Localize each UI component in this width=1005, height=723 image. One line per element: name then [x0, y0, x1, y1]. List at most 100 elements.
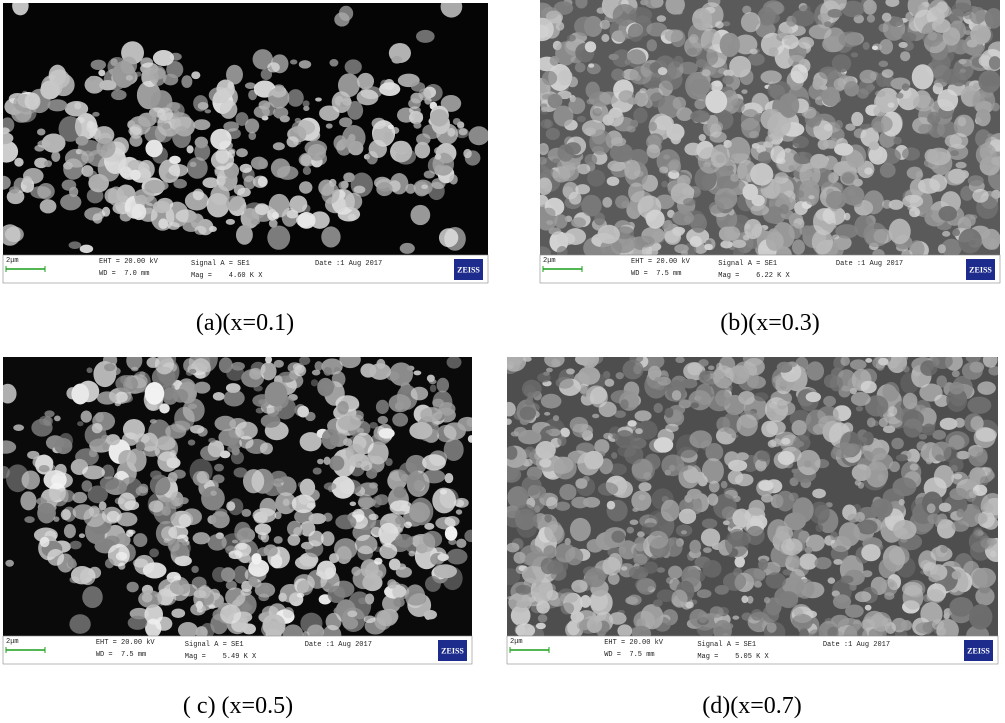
- particle: [53, 516, 59, 522]
- particle: [624, 160, 640, 180]
- particle: [515, 504, 537, 530]
- particle: [47, 99, 67, 111]
- particle: [879, 418, 888, 427]
- particle: [741, 595, 748, 603]
- particle: [727, 137, 751, 164]
- particle: [277, 166, 299, 180]
- particle: [882, 13, 892, 22]
- particle: [323, 367, 332, 376]
- particle: [224, 390, 245, 407]
- particle: [587, 539, 604, 553]
- particle: [832, 234, 839, 239]
- particle: [750, 163, 773, 186]
- particle: [795, 579, 814, 599]
- particle: [214, 464, 224, 472]
- particle: [189, 369, 196, 374]
- particle: [928, 574, 940, 582]
- particle: [630, 520, 639, 525]
- particle: [916, 171, 923, 179]
- particle: [126, 530, 133, 537]
- particle: [536, 623, 546, 629]
- particle: [903, 418, 922, 437]
- particle: [188, 439, 196, 445]
- particle: [225, 587, 245, 606]
- particle: [262, 614, 285, 637]
- particle: [44, 410, 54, 417]
- particle: [940, 418, 958, 430]
- particle: [659, 166, 668, 173]
- particle: [379, 428, 395, 439]
- particle: [720, 33, 740, 57]
- particle: [778, 591, 798, 608]
- date-label: Date :1 Aug 2017: [315, 260, 382, 268]
- particle: [720, 240, 732, 248]
- particle: [571, 580, 587, 593]
- particle: [832, 442, 856, 458]
- particle: [210, 129, 231, 150]
- particle: [231, 196, 245, 206]
- particle: [778, 451, 795, 465]
- date-label: Date :1 Aug 2017: [836, 260, 903, 268]
- particle: [647, 39, 657, 51]
- particle: [395, 516, 404, 524]
- particle: [115, 401, 121, 406]
- particle: [42, 489, 62, 502]
- particle: [226, 219, 235, 225]
- particle: [135, 72, 141, 77]
- particle: [968, 446, 988, 466]
- particle: [389, 362, 413, 386]
- particle: [172, 126, 191, 148]
- particle: [830, 531, 838, 540]
- particle: [326, 123, 333, 128]
- particle: [767, 411, 775, 418]
- particle: [405, 591, 426, 605]
- particle: [552, 158, 560, 163]
- particle: [559, 484, 576, 500]
- particle: [603, 433, 613, 440]
- particle: [574, 17, 595, 37]
- particle: [263, 480, 283, 496]
- particle: [989, 56, 1001, 70]
- particle: [949, 488, 967, 500]
- particle: [571, 217, 586, 228]
- particle: [587, 99, 595, 105]
- eht-label: EHT = 20.00 kV: [631, 258, 691, 266]
- particle: [810, 154, 828, 169]
- particle: [82, 586, 102, 608]
- particle: [775, 172, 789, 184]
- particle: [742, 184, 758, 200]
- particle: [636, 236, 655, 248]
- particle: [508, 593, 532, 613]
- particle: [150, 475, 171, 496]
- particle: [55, 464, 67, 477]
- particle: [900, 51, 910, 61]
- particle: [839, 522, 861, 546]
- particle: [901, 620, 912, 631]
- particle: [707, 493, 718, 505]
- particle: [393, 486, 406, 498]
- particle: [584, 127, 596, 135]
- particle: [420, 407, 442, 422]
- particle: [111, 90, 127, 100]
- particle: [305, 140, 328, 156]
- particle: [661, 181, 668, 188]
- wd-label: WD = 7.5 mm: [631, 270, 681, 278]
- particle: [323, 513, 332, 522]
- particle: [973, 568, 996, 588]
- particle: [261, 414, 281, 428]
- particle: [628, 183, 645, 203]
- particle: [869, 141, 880, 150]
- particle: [676, 107, 692, 121]
- particle: [542, 94, 552, 100]
- particle: [691, 402, 699, 408]
- particle: [297, 593, 305, 598]
- particle: [889, 219, 911, 245]
- particle: [584, 451, 603, 470]
- particle: [242, 623, 256, 634]
- particle: [560, 592, 578, 603]
- particle: [169, 156, 181, 164]
- particle: [923, 424, 935, 436]
- particle: [587, 617, 602, 633]
- particle: [956, 509, 964, 518]
- particle: [423, 470, 445, 484]
